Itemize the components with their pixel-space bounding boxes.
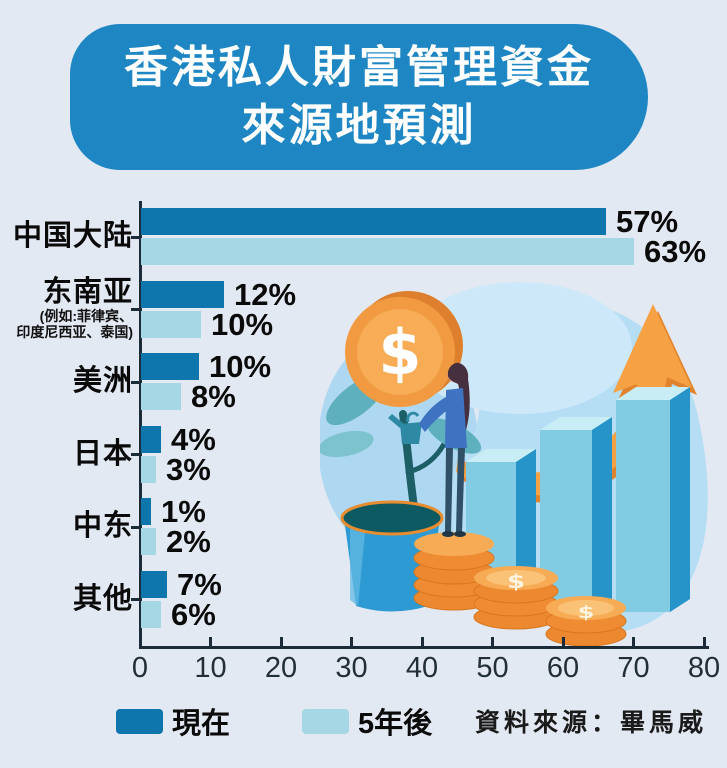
legend: 現在 5年後 <box>116 700 432 742</box>
y-axis-tick <box>131 453 139 456</box>
x-axis-tick <box>491 637 494 646</box>
x-axis-tick <box>138 637 142 646</box>
x-axis-tick-label: 50 <box>476 652 509 684</box>
source-credit: 資料來源：畢馬威 <box>474 710 707 737</box>
x-axis-line <box>139 646 709 649</box>
money-growth-illustration: $ <box>320 282 708 647</box>
x-axis-tick-label: 10 <box>194 652 227 684</box>
page-title-line2: 來源地預測 <box>241 101 477 150</box>
x-axis-tick <box>702 637 706 646</box>
x-axis-tick-label: 80 <box>687 652 721 684</box>
value-label: 2% <box>166 524 211 559</box>
category-label: 美洲 <box>0 353 133 410</box>
y-axis-line <box>139 201 142 648</box>
leaf-icon <box>320 430 374 458</box>
value-label: 63% <box>644 234 707 269</box>
bar-now <box>141 208 606 235</box>
y-axis-tick <box>131 598 139 601</box>
x-axis-tick-label: 30 <box>335 652 368 684</box>
bar-later <box>141 455 156 483</box>
value-label: 7% <box>177 566 222 602</box>
value-label: 1% <box>161 494 206 529</box>
x-axis-tick <box>209 637 212 646</box>
bar-now <box>141 425 161 453</box>
bar-later <box>141 383 181 410</box>
bar-later <box>141 238 634 265</box>
value-label: 10% <box>211 306 274 342</box>
watering-can-icon <box>400 422 422 444</box>
category-note-line: 印度尼西亚、泰国) <box>16 324 133 341</box>
x-axis-tick <box>350 637 353 646</box>
bar-later <box>141 528 156 555</box>
bar-growth-icon <box>466 387 690 624</box>
category-label: 日本 <box>0 426 133 483</box>
value-label: 6% <box>171 596 216 632</box>
dollar-coin-icon: $ <box>345 291 463 407</box>
value-label: 3% <box>166 451 211 487</box>
dollar-symbol: $ <box>507 571 525 592</box>
dollar-symbol: $ <box>378 316 421 389</box>
x-axis-tick <box>632 637 635 646</box>
category-label: 东南亚 (例如:菲律宾、 印度尼西亚、泰国) <box>0 277 133 341</box>
y-axis-tick <box>131 235 139 239</box>
x-axis-tick-label: 20 <box>264 652 298 684</box>
watering-woman-icon <box>388 362 470 537</box>
category-label-text: 日本 <box>72 437 133 470</box>
category-label-text: 东南亚 <box>42 276 133 309</box>
value-label: 57% <box>616 204 679 239</box>
y-axis-tick <box>131 308 139 311</box>
legend-swatch-now <box>116 708 163 734</box>
category-label: 其他 <box>0 571 133 628</box>
x-axis-tick-label: 40 <box>405 652 439 684</box>
value-label: 10% <box>209 349 272 384</box>
category-label-text: 中东 <box>72 510 133 543</box>
x-axis-tick-label: 70 <box>617 652 650 684</box>
category-label: 中国大陆 <box>0 208 133 265</box>
x-axis-tick-label: 60 <box>546 652 580 684</box>
coin-stack-icon: $ <box>545 596 627 647</box>
bar-now <box>141 353 199 380</box>
page-title-line1: 香港私人財富管理資金 <box>124 42 594 92</box>
value-label: 4% <box>171 421 216 457</box>
category-label-text: 美洲 <box>72 365 133 398</box>
x-axis-tick <box>561 637 565 646</box>
title-banner: 香港私人財富管理資金 來源地預測 <box>70 24 648 170</box>
legend-label-now: 現在 <box>172 708 231 740</box>
bar-later <box>141 310 201 338</box>
category-note-line: (例如:菲律宾、 <box>39 307 133 324</box>
value-label: 12% <box>234 276 297 312</box>
category-label-text: 中国大陆 <box>12 220 133 253</box>
x-axis-tick <box>420 637 424 646</box>
bar-later <box>141 600 161 628</box>
dollar-symbol: $ <box>578 602 595 622</box>
bar-now <box>141 280 224 308</box>
category-label-text: 其他 <box>72 582 133 615</box>
bar-now <box>141 570 167 598</box>
category-label: 中东 <box>0 498 133 555</box>
value-label: 8% <box>191 379 236 414</box>
x-axis-tick <box>279 637 283 646</box>
legend-swatch-later <box>302 708 350 734</box>
y-axis-tick <box>131 525 139 529</box>
bar-now <box>141 498 151 525</box>
legend-label-later: 5年後 <box>358 708 433 740</box>
x-axis-tick-label: 0 <box>131 652 149 684</box>
y-axis-tick <box>131 380 139 384</box>
coin-stack-icon: $ <box>473 566 559 630</box>
